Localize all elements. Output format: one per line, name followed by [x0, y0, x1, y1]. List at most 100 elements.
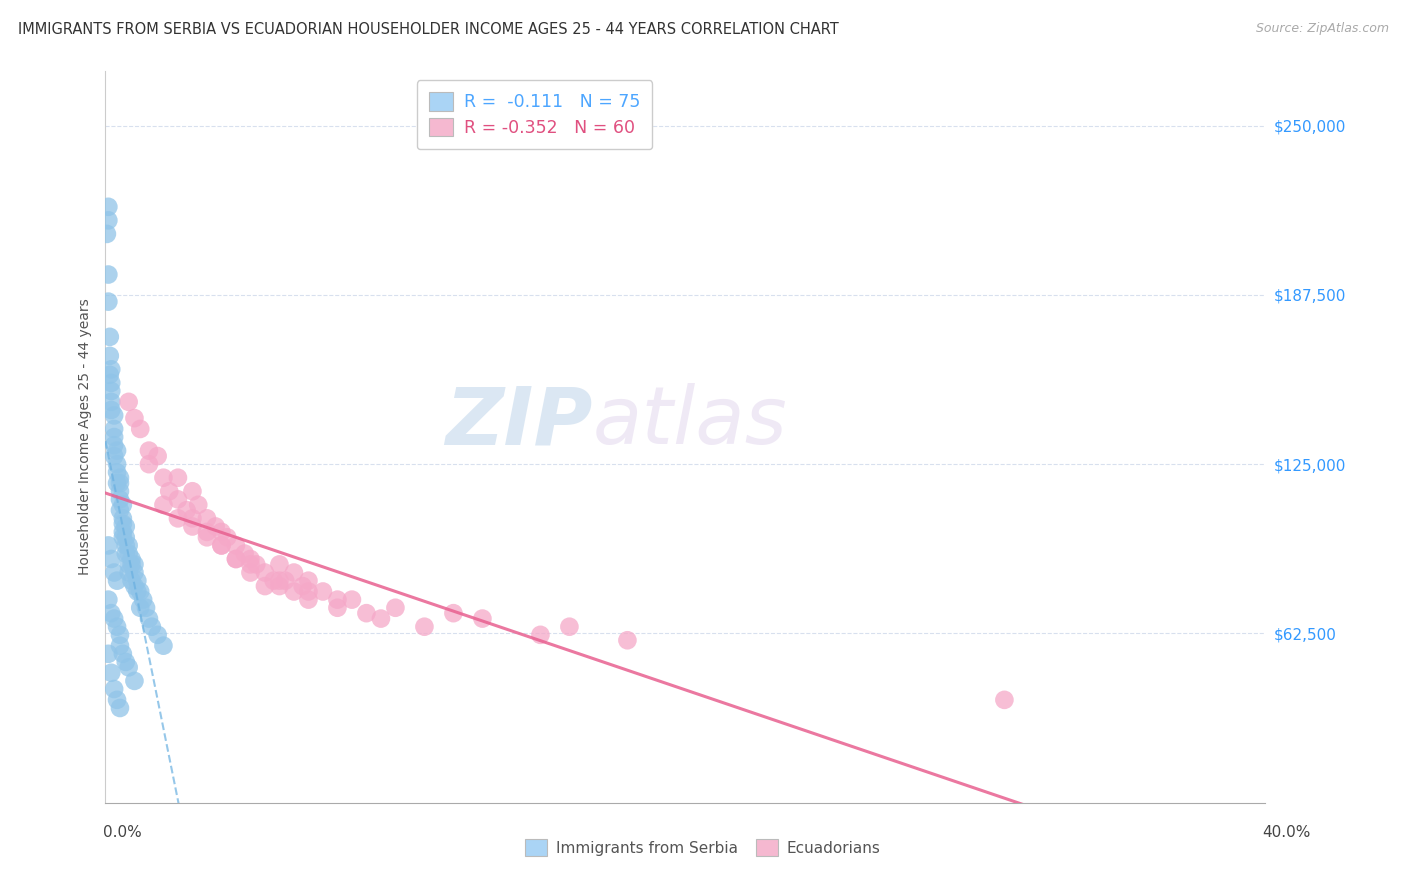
- Point: [225, 538, 247, 552]
- Point: [129, 600, 152, 615]
- Point: [558, 620, 581, 634]
- Point: [98, 349, 121, 363]
- Point: [297, 592, 319, 607]
- Point: [269, 574, 291, 588]
- Point: [118, 538, 141, 552]
- Point: [195, 511, 218, 525]
- Point: [340, 592, 363, 607]
- Text: atlas: atlas: [593, 384, 787, 461]
- Y-axis label: Householder Income Ages 25 - 44 years: Householder Income Ages 25 - 44 years: [77, 299, 91, 575]
- Point: [263, 574, 285, 588]
- Point: [211, 538, 233, 552]
- Point: [108, 476, 131, 491]
- Text: 0.0%: 0.0%: [103, 825, 142, 839]
- Point: [111, 647, 134, 661]
- Point: [141, 620, 163, 634]
- Point: [245, 558, 267, 572]
- Point: [253, 579, 276, 593]
- Point: [269, 579, 291, 593]
- Point: [283, 584, 305, 599]
- Point: [100, 362, 122, 376]
- Point: [118, 395, 141, 409]
- Point: [195, 530, 218, 544]
- Point: [217, 530, 239, 544]
- Point: [114, 655, 136, 669]
- Point: [103, 430, 125, 444]
- Point: [129, 422, 152, 436]
- Point: [132, 592, 155, 607]
- Point: [100, 552, 122, 566]
- Point: [176, 503, 198, 517]
- Point: [167, 511, 190, 525]
- Point: [152, 471, 174, 485]
- Point: [96, 227, 118, 241]
- Point: [291, 579, 314, 593]
- Point: [239, 558, 262, 572]
- Point: [108, 628, 131, 642]
- Point: [100, 376, 122, 390]
- Point: [114, 538, 136, 552]
- Point: [105, 465, 128, 479]
- Point: [103, 449, 125, 463]
- Point: [97, 200, 120, 214]
- Point: [108, 701, 131, 715]
- Point: [103, 566, 125, 580]
- Point: [103, 681, 125, 696]
- Point: [98, 330, 121, 344]
- Point: [124, 558, 146, 572]
- Point: [124, 579, 146, 593]
- Point: [297, 574, 319, 588]
- Point: [121, 558, 143, 572]
- Point: [105, 620, 128, 634]
- Point: [100, 665, 122, 680]
- Point: [111, 498, 134, 512]
- Point: [103, 422, 125, 436]
- Point: [283, 566, 305, 580]
- Point: [108, 639, 131, 653]
- Point: [121, 552, 143, 566]
- Point: [111, 524, 134, 539]
- Point: [124, 673, 146, 688]
- Point: [356, 606, 378, 620]
- Point: [118, 660, 141, 674]
- Point: [181, 511, 204, 525]
- Point: [97, 294, 120, 309]
- Point: [384, 600, 406, 615]
- Point: [105, 443, 128, 458]
- Point: [225, 552, 247, 566]
- Text: IMMIGRANTS FROM SERBIA VS ECUADORIAN HOUSEHOLDER INCOME AGES 25 - 44 YEARS CORRE: IMMIGRANTS FROM SERBIA VS ECUADORIAN HOU…: [18, 22, 839, 37]
- Point: [97, 538, 120, 552]
- Text: 40.0%: 40.0%: [1263, 825, 1310, 839]
- Point: [100, 395, 122, 409]
- Point: [181, 519, 204, 533]
- Point: [124, 566, 146, 580]
- Point: [146, 449, 169, 463]
- Point: [211, 524, 233, 539]
- Point: [105, 693, 128, 707]
- Point: [103, 611, 125, 625]
- Point: [157, 484, 180, 499]
- Point: [111, 516, 134, 531]
- Point: [413, 620, 436, 634]
- Point: [108, 492, 131, 507]
- Point: [114, 547, 136, 561]
- Point: [118, 558, 141, 572]
- Point: [138, 457, 160, 471]
- Point: [114, 530, 136, 544]
- Point: [204, 519, 226, 533]
- Point: [993, 693, 1015, 707]
- Legend: Immigrants from Serbia, Ecuadorians: Immigrants from Serbia, Ecuadorians: [519, 833, 887, 862]
- Point: [97, 592, 120, 607]
- Point: [108, 503, 131, 517]
- Point: [239, 566, 262, 580]
- Legend: R =  -0.111   N = 75, R = -0.352   N = 60: R = -0.111 N = 75, R = -0.352 N = 60: [418, 80, 652, 149]
- Point: [108, 484, 131, 499]
- Point: [529, 628, 551, 642]
- Point: [97, 268, 120, 282]
- Point: [138, 443, 160, 458]
- Point: [100, 403, 122, 417]
- Point: [118, 547, 141, 561]
- Point: [239, 552, 262, 566]
- Point: [100, 384, 122, 398]
- Point: [98, 368, 121, 382]
